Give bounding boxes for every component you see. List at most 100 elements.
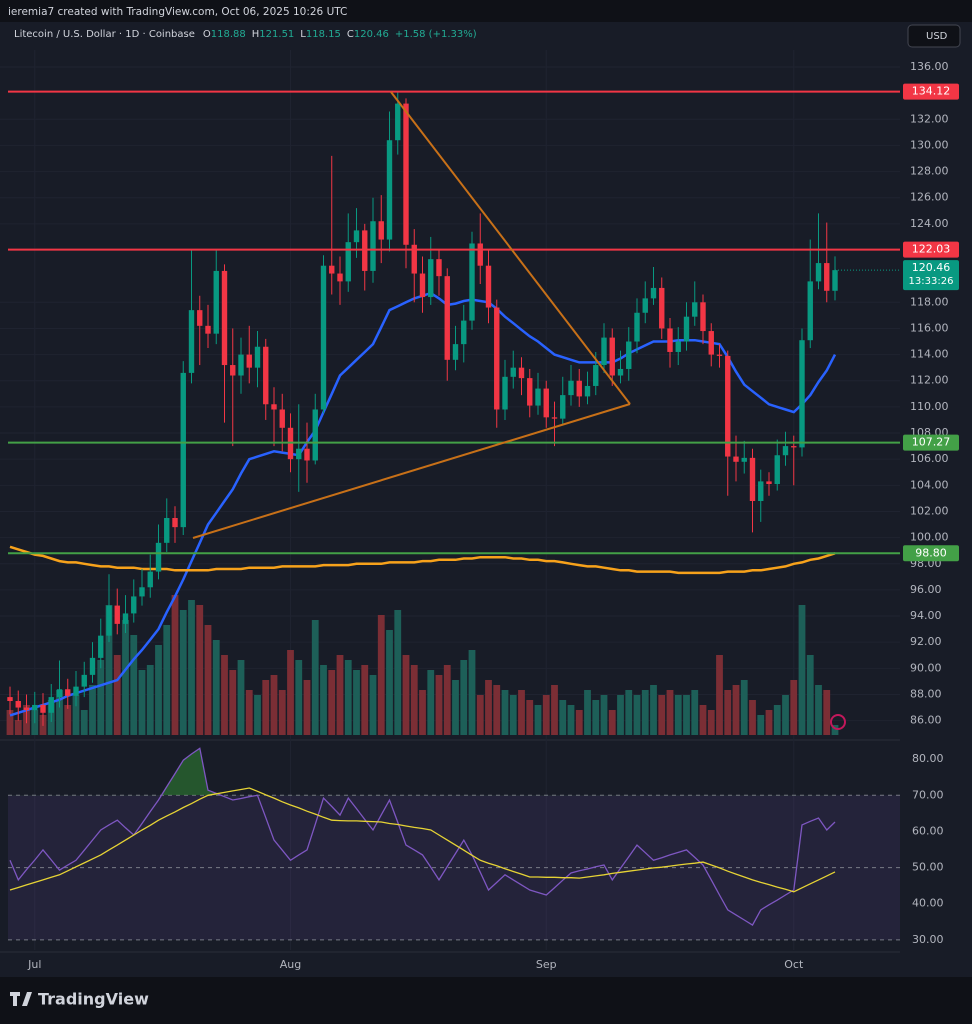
volume-bar: [89, 685, 96, 735]
candle-body: [807, 281, 813, 341]
candle-body: [477, 243, 483, 266]
candle-body: [197, 310, 203, 326]
rsi-tick-label: 50.00: [912, 861, 944, 874]
candle-body: [164, 517, 170, 543]
candle-body: [370, 221, 376, 271]
candle-body: [609, 337, 615, 376]
candle-body: [444, 276, 450, 360]
volume-bar: [526, 700, 534, 735]
volume-bar: [369, 675, 377, 735]
volume-bar: [138, 670, 146, 735]
y-tick-label: 88.00: [910, 687, 942, 700]
volume-bar: [625, 690, 633, 735]
volume-bar: [427, 670, 435, 735]
volume-bar: [328, 670, 336, 735]
candle-body: [510, 367, 516, 377]
candle-body: [518, 367, 525, 379]
volume-bar: [344, 660, 352, 735]
candle-body: [568, 380, 574, 396]
volume-bar: [542, 695, 550, 735]
level-label: 107.27: [912, 436, 951, 449]
volume-bar: [633, 695, 641, 735]
y-tick-label: 106.00: [910, 452, 949, 465]
volume-bar: [278, 690, 286, 735]
candle-body: [642, 298, 648, 313]
rsi-line: [9, 747, 836, 927]
currency[interactable]: USD: [926, 31, 948, 42]
volume-bar: [419, 690, 426, 735]
candle-body: [650, 287, 657, 299]
volume-bar: [658, 695, 666, 735]
volume-bar: [773, 705, 781, 735]
volume-bar: [204, 625, 212, 735]
volume-bar: [567, 705, 575, 735]
candle-body: [774, 455, 780, 485]
volume-bar: [56, 690, 63, 735]
volume-bar: [287, 650, 294, 735]
credit: ieremia7 created with TradingView.com, O…: [8, 6, 347, 18]
currency-button[interactable]: [907, 24, 961, 48]
volume-bar: [485, 680, 492, 735]
volume-bar: [707, 710, 715, 735]
volume-bar: [608, 710, 616, 735]
candle-body: [271, 404, 277, 410]
volume-bar: [295, 660, 303, 735]
volume-bar: [245, 690, 253, 735]
candle-body: [221, 270, 228, 366]
volume-bar: [641, 690, 649, 735]
volume-bar: [212, 640, 220, 735]
candle-body: [617, 368, 624, 376]
candle-body: [782, 446, 789, 456]
candle-body: [65, 689, 71, 696]
candle-body: [172, 517, 178, 528]
level-label-box: [903, 83, 959, 100]
volume-bar: [188, 600, 195, 735]
y-tick-label: 102.00: [910, 504, 949, 517]
volume-bar: [501, 690, 509, 735]
rsi-tick-label: 40.00: [912, 897, 944, 910]
candle-body: [353, 230, 360, 243]
alert-icon[interactable]: [830, 714, 846, 730]
candle-body: [395, 103, 401, 141]
y-tick-label: 116.00: [910, 321, 949, 334]
candle-body: [733, 456, 739, 462]
volume-bar: [443, 665, 451, 735]
x-tick-label: Oct: [784, 958, 804, 971]
candle-body: [799, 340, 805, 448]
volume-bar: [64, 705, 72, 735]
candle-body: [601, 337, 607, 366]
ohlc-label: H: [252, 29, 260, 40]
y-tick-label: 132.00: [910, 112, 949, 125]
rsi-tick-label: 30.00: [912, 933, 944, 946]
candle-body: [213, 270, 219, 334]
candle-body: [40, 704, 46, 713]
level-label: 134.12: [912, 85, 951, 98]
candle-body: [469, 243, 475, 321]
volume-bar: [551, 685, 558, 735]
volume-bar: [806, 655, 814, 735]
volume-bar: [435, 675, 443, 735]
volume-bar: [757, 715, 765, 735]
volume-bar: [146, 665, 154, 735]
y-tick-label: 90.00: [910, 661, 942, 674]
volume-bar: [270, 675, 278, 735]
candle-body: [155, 542, 162, 572]
change: +1.58 (+1.33%): [395, 29, 477, 40]
volume-bar: [97, 660, 105, 735]
volume-bar: [122, 620, 129, 735]
volume-bar: [666, 690, 674, 735]
volume-bar: [237, 660, 245, 735]
volume-bar: [534, 705, 542, 735]
drawings: [192, 91, 846, 730]
candle-body: [48, 697, 54, 713]
ohlc-header: Litecoin / U.S. Dollar · 1D · Coinbase O1…: [14, 29, 477, 40]
candle-body: [527, 378, 533, 406]
volume-bar: [254, 695, 261, 735]
y-tick-label: 130.00: [910, 138, 949, 151]
volume-bar: [163, 625, 171, 735]
candle-body: [708, 331, 714, 355]
rsi-band: [8, 795, 900, 940]
candle-body: [73, 686, 79, 696]
volume-bar: [493, 685, 501, 735]
